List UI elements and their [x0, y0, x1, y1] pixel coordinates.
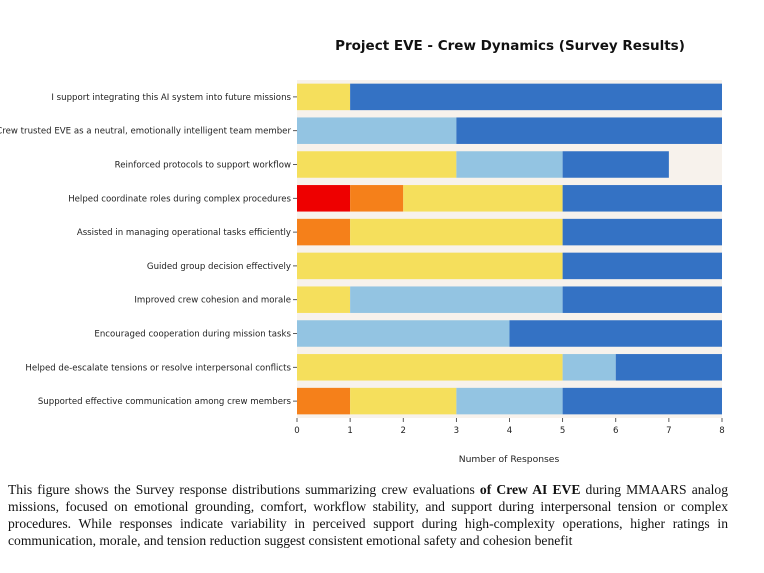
bar-segment-row2-rating4 [297, 117, 457, 144]
bar-segment-row3-rating4 [456, 151, 563, 178]
x-tick-label: 1 [347, 426, 352, 436]
bar-segment-row7-rating5 [562, 286, 722, 313]
bar-segment-row9-rating4 [562, 354, 616, 381]
category-label: Encouraged cooperation during mission ta… [94, 330, 291, 340]
x-tick-label: 4 [507, 426, 512, 436]
category-label: Crew trusted EVE as a neutral, emotional… [0, 127, 291, 137]
bar-segment-row1-rating5 [350, 83, 722, 111]
category-label: I support integrating this AI system int… [51, 93, 291, 103]
x-axis-ticks: 0 1 2 3 4 5 6 7 8 [294, 418, 725, 436]
x-tick-label: 5 [560, 426, 565, 436]
x-tick-label: 7 [666, 426, 671, 436]
chart-title: Project EVE - Crew Dynamics (Survey Resu… [335, 38, 685, 54]
bar-segment-row7-rating3 [297, 286, 351, 313]
bar-segment-row8-rating4 [297, 320, 510, 347]
bar-segment-row4-rating3 [403, 185, 563, 212]
x-tick-label: 2 [401, 426, 406, 436]
category-label: Helped de-escalate tensions or resolve i… [25, 363, 291, 373]
bar-segment-row8-rating5 [509, 320, 722, 347]
bars-layer [297, 83, 722, 415]
bar-segment-row1-rating3 [297, 83, 351, 111]
bar-segment-row10-rating5 [562, 387, 722, 415]
bar-segment-row5-rating3 [350, 218, 563, 246]
x-tick-label: 8 [719, 426, 724, 436]
category-label: Guided group decision effectively [147, 262, 291, 272]
bar-segment-row10-rating2 [297, 387, 351, 415]
category-label: Helped coordinate roles during complex p… [68, 194, 291, 204]
bar-segment-row7-rating4 [350, 286, 563, 313]
category-label: Assisted in managing operational tasks e… [77, 228, 291, 238]
bar-segment-row9-rating5 [615, 354, 722, 381]
bar-segment-row6-rating3 [297, 252, 563, 280]
bar-segment-row10-rating3 [350, 387, 457, 415]
bar-segment-row4-rating5 [562, 185, 722, 212]
category-label: Supported effective communication among … [38, 397, 292, 407]
bar-segment-row6-rating5 [562, 252, 722, 280]
category-label: Improved crew cohesion and morale [134, 296, 291, 306]
x-tick-label: 0 [294, 426, 299, 436]
stacked-bar-chart: Project EVE - Crew Dynamics (Survey Resu… [0, 38, 725, 465]
caption-bold-text: of Crew AI EVE [479, 482, 581, 497]
x-axis-label: Number of Responses [459, 454, 560, 465]
bar-segment-row9-rating3 [297, 354, 563, 381]
figure-caption: This figure shows the Survey response di… [8, 481, 728, 549]
bar-segment-row4-rating1 [297, 185, 351, 212]
category-labels: I support integrating this AI system int… [0, 93, 297, 407]
bar-segment-row3-rating5 [562, 151, 669, 178]
bar-segment-row2-rating5 [456, 117, 722, 144]
x-tick-label: 3 [454, 426, 459, 436]
bar-segment-row3-rating3 [297, 151, 457, 178]
bar-segment-row5-rating5 [562, 218, 722, 246]
bar-segment-row5-rating2 [297, 218, 351, 246]
bar-segment-row10-rating4 [456, 387, 563, 415]
caption-text-end: during MMAARS analog missions, focused o… [8, 482, 728, 548]
category-label: Reinforced protocols to support workflow [115, 161, 291, 171]
bar-segment-row4-rating2 [350, 185, 404, 212]
x-tick-label: 6 [613, 426, 618, 436]
caption-text-start: This figure shows the Survey response di… [8, 482, 480, 497]
